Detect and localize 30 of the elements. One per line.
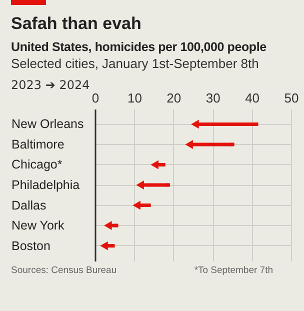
point [150,160,158,170]
point [162,163,166,166]
x-tick-label: 10 [127,90,142,106]
y-tick-label: Chicago* [12,158,62,172]
source-note: Sources: Census Bureau [11,265,117,276]
point [100,241,108,250]
y-tick-label: Dallas [12,198,46,212]
y-tick-label: Philadelphia [12,178,80,192]
y-tick-label: New Orleans [12,117,84,132]
x-tick-label: 20 [166,90,182,106]
point [191,120,199,129]
x-tick-label: 50 [284,90,299,106]
point [230,142,234,146]
chart-title: Safah than evah [11,13,142,34]
point [147,204,151,207]
y-tick-label: Boston [12,238,50,253]
x-tick-label: 40 [245,90,260,106]
point [132,200,140,210]
point [111,244,115,248]
point [104,221,112,230]
text: *To September 7th [194,265,273,276]
legend-title: 2023 ➔ 2024 [11,78,91,92]
point [136,180,144,190]
point [185,140,193,149]
y-tick-label: Baltimore [12,137,64,152]
point [114,224,118,228]
x-tick-label: 30 [206,90,220,106]
y-tick-label: New York [12,218,66,233]
chart-subtitle: United States, homicides per 100,000 people Selected cities, January 1st-September 8th [11,40,268,71]
x-tick-label: 0 [92,90,100,106]
